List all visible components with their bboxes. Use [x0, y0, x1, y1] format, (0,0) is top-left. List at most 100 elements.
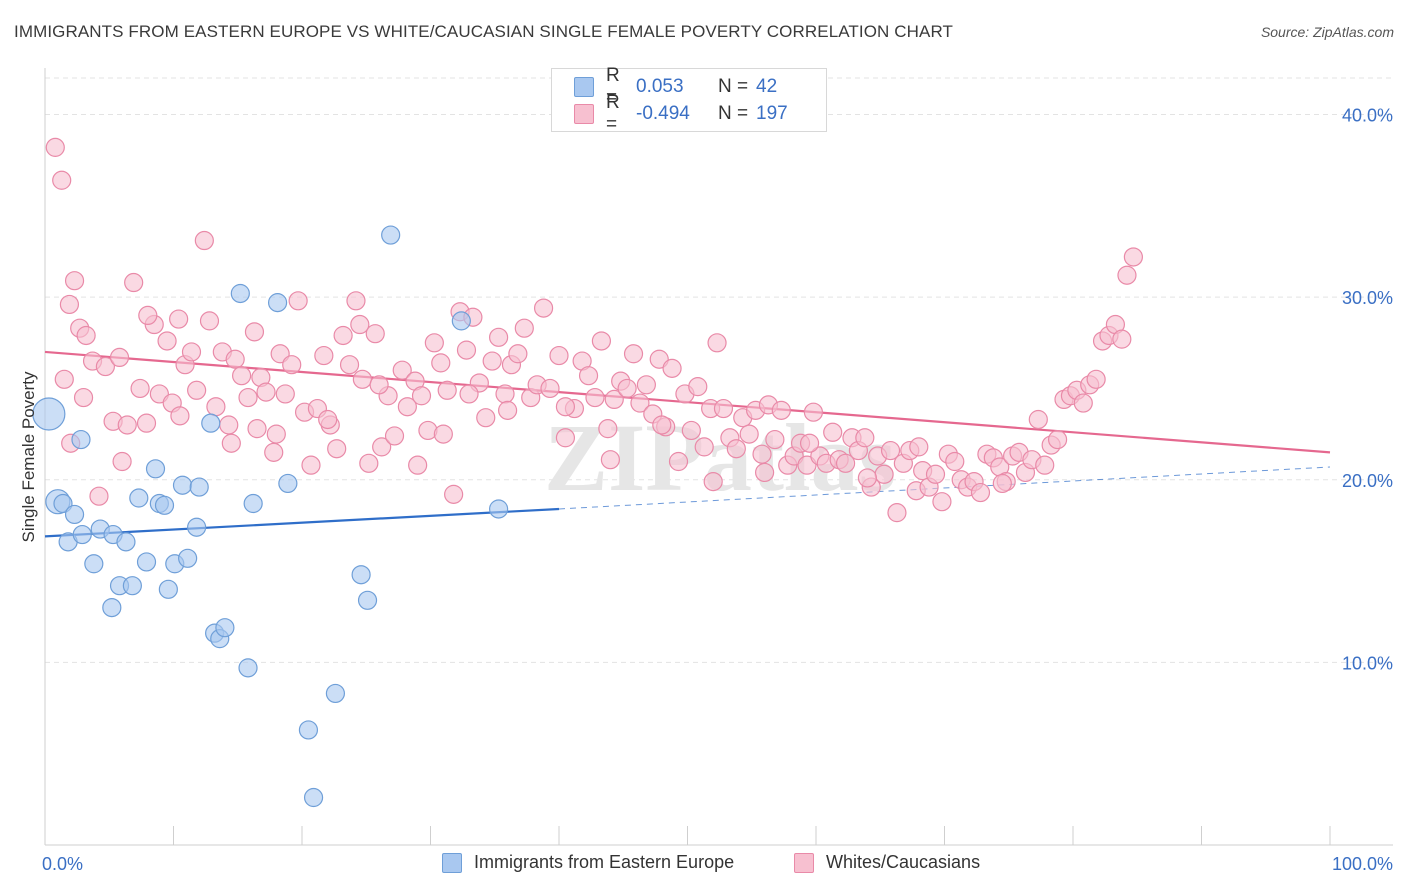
point-whites	[835, 453, 856, 473]
point-whites	[369, 375, 389, 395]
point-whites	[333, 325, 353, 346]
point-eastern-europe	[357, 590, 378, 610]
point-whites	[232, 366, 252, 386]
legend-swatch	[574, 77, 594, 97]
point-eastern-europe	[172, 475, 193, 495]
point-whites	[623, 344, 644, 364]
y-axis-label: Single Female Poverty	[19, 371, 38, 543]
legend-item-whites[interactable]: Whites/Caucasians	[794, 852, 980, 873]
point-eastern-europe	[298, 720, 319, 740]
point-whites	[54, 369, 74, 389]
point-whites	[803, 402, 824, 422]
point-whites	[124, 272, 144, 293]
point-whites	[318, 409, 338, 430]
point-eastern-europe	[72, 524, 92, 545]
point-whites	[823, 422, 843, 442]
point-eastern-europe	[189, 477, 209, 497]
legend-swatch	[442, 852, 462, 873]
point-whites	[397, 397, 417, 417]
r-value: 0.053	[636, 76, 684, 97]
point-whites	[752, 444, 772, 464]
point-whites	[652, 415, 672, 435]
point-whites	[688, 377, 708, 397]
x-tick-label: 0.0%	[42, 854, 83, 874]
point-whites	[275, 384, 295, 404]
point-whites	[346, 291, 366, 311]
point-whites	[411, 386, 432, 406]
y-tick-label: 10.0%	[1342, 653, 1393, 673]
point-eastern-europe	[136, 552, 157, 572]
legend-label: Whites/Caucasians	[826, 852, 981, 872]
point-eastern-europe	[71, 429, 91, 450]
point-whites	[533, 298, 554, 318]
point-whites	[256, 382, 276, 402]
point-eastern-europe	[154, 495, 175, 515]
point-eastern-europe	[129, 488, 149, 508]
point-whites	[726, 439, 746, 459]
point-whites	[359, 453, 379, 473]
point-eastern-europe	[64, 504, 85, 525]
scatter-points	[32, 137, 1143, 808]
n-label: N =	[718, 103, 749, 124]
point-whites	[130, 378, 150, 399]
point-whites	[350, 314, 370, 335]
point-whites	[909, 437, 929, 457]
point-whites	[662, 358, 682, 378]
point-whites	[1117, 265, 1137, 285]
point-whites	[585, 387, 605, 408]
point-whites	[1028, 409, 1048, 430]
y-tick-label: 20.0%	[1342, 471, 1393, 491]
point-whites	[170, 406, 190, 426]
point-whites	[365, 324, 385, 344]
point-whites	[945, 451, 965, 472]
point-whites	[668, 451, 689, 472]
point-whites	[549, 345, 569, 366]
point-eastern-europe	[84, 554, 104, 574]
point-whites	[598, 419, 618, 439]
legend-label: Immigrants from Eastern Europe	[474, 852, 735, 872]
point-whites	[771, 400, 791, 420]
point-whites	[482, 351, 502, 371]
point-whites	[713, 398, 734, 419]
point-whites	[555, 397, 576, 417]
legend-item-eastern-europe[interactable]: Immigrants from Eastern Europe	[442, 852, 734, 873]
point-whites	[112, 451, 132, 472]
point-whites	[754, 462, 775, 483]
point-whites	[244, 322, 265, 342]
point-whites	[431, 353, 451, 373]
point-whites	[225, 349, 245, 369]
point-whites	[352, 369, 372, 389]
legend-swatch	[574, 104, 594, 124]
point-whites	[925, 464, 946, 484]
n-value: 197	[756, 103, 788, 124]
legend-row-eastern-europe: R = 0.053 N = 42	[574, 65, 777, 108]
point-whites	[424, 333, 444, 353]
point-whites	[327, 439, 347, 459]
point-whites	[799, 433, 820, 453]
point-whites	[194, 230, 214, 251]
point-whites	[459, 384, 479, 404]
point-eastern-europe	[102, 597, 122, 618]
point-whites	[489, 327, 509, 347]
source-label: Source: ZipAtlas.com	[1260, 24, 1394, 40]
point-whites	[247, 419, 267, 439]
point-eastern-europe	[230, 283, 250, 304]
point-eastern-europe	[243, 493, 263, 514]
point-eastern-europe	[303, 787, 324, 808]
r-value: -0.494	[636, 103, 690, 124]
point-eastern-europe	[381, 225, 401, 245]
point-whites	[52, 170, 72, 190]
point-whites	[157, 331, 177, 351]
point-eastern-europe	[278, 473, 298, 494]
chart-title: IMMIGRANTS FROM EASTERN EUROPE VS WHITE/…	[14, 22, 954, 41]
point-whites	[508, 344, 528, 364]
point-whites	[765, 429, 785, 450]
point-eastern-europe	[122, 576, 142, 596]
point-whites	[578, 366, 599, 386]
point-whites	[970, 482, 991, 503]
point-whites	[617, 378, 637, 399]
point-whites	[604, 389, 624, 410]
point-whites	[1073, 393, 1093, 413]
point-whites	[1035, 455, 1055, 475]
point-whites	[1112, 329, 1132, 349]
